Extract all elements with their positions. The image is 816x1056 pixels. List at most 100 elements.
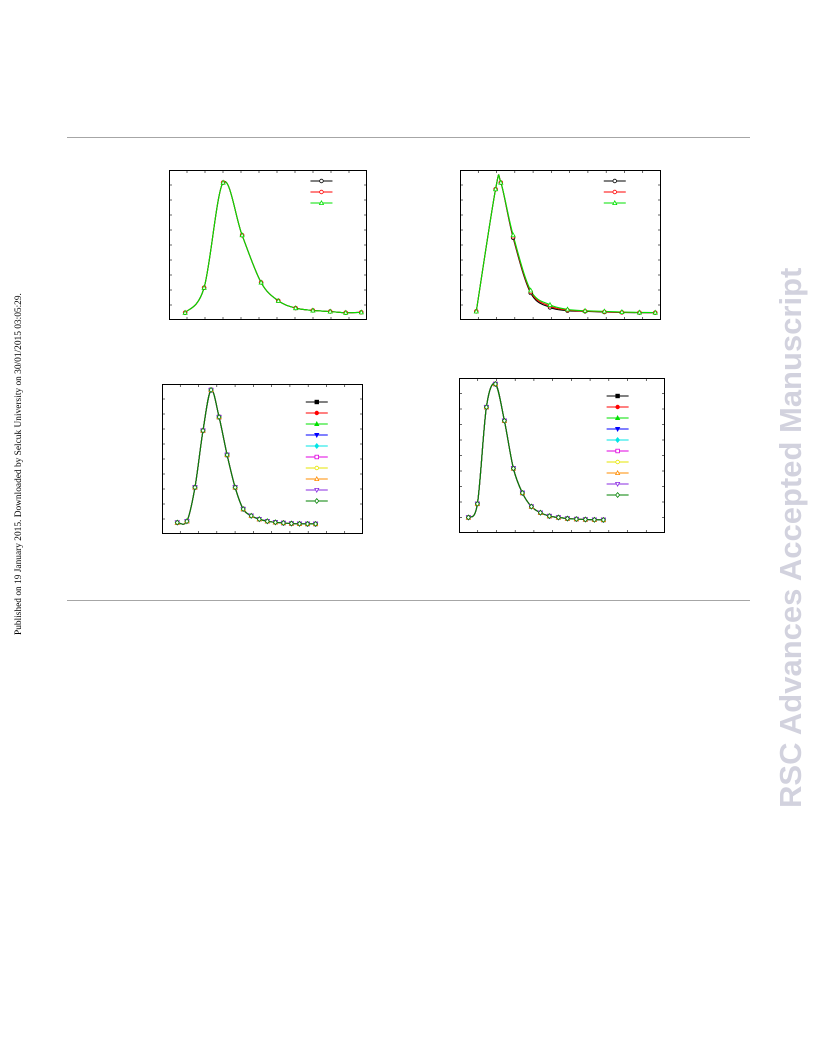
data-point [498,179,504,185]
data-point [314,487,320,494]
data-point [652,309,658,315]
chart-panel-a [169,170,367,320]
data-point [319,189,324,195]
data-point [582,516,588,523]
data-point [201,284,207,290]
series-markers [175,387,318,527]
data-point [232,484,238,491]
legend-entry [305,498,328,504]
legend-entry [606,404,629,410]
data-point [615,404,620,410]
series-line [467,382,604,521]
series-line [467,382,604,521]
plot-frame [169,170,367,320]
plot-frame [162,384,363,534]
series-markers [174,387,319,527]
legend-entry [305,487,328,494]
series-line [467,382,604,521]
data-point [614,414,621,421]
data-point [612,189,617,195]
data-point [239,232,245,238]
data-point [174,519,180,526]
series-line [177,389,316,525]
data-point [224,451,230,458]
data-point [305,520,311,527]
data-point [318,199,325,206]
series-markers [175,387,318,527]
series-line [177,389,316,525]
data-point [564,306,571,312]
data-point [474,500,480,507]
data-point [465,514,471,521]
series-line [467,382,604,521]
series-markers [182,180,364,315]
chart-svg [459,378,665,533]
data-point [528,503,534,510]
data-point [555,514,561,521]
legend-entry [305,475,328,482]
data-point [473,308,479,314]
data-point [573,516,579,523]
data-point [546,513,552,520]
legend-entry [606,469,629,476]
data-point [319,178,324,184]
data-point [314,432,320,439]
legend-entry [606,414,629,421]
journal-watermark: RSC Advances Accepted Manuscript [773,267,808,808]
series-markers [174,386,319,526]
data-point [208,387,214,393]
data-point [220,179,226,185]
data-point [216,414,222,421]
series-markers [174,387,319,527]
legend-entry [305,420,328,427]
legend-entry [305,399,328,405]
legend-entry [310,199,333,206]
legend-entry [606,459,629,465]
series-markers [174,386,319,526]
data-point [600,516,606,523]
legend-entry [606,426,629,433]
legend-entry [603,189,626,195]
series-markers [182,180,364,315]
data-point [256,516,262,523]
data-point [240,506,246,513]
series-markers [174,387,319,527]
data-point [272,519,278,526]
data-point [519,489,525,496]
series-line [177,389,316,525]
series-line [177,389,316,525]
data-point [615,393,620,399]
series-line [467,382,604,521]
legend-entry [305,432,328,439]
plot-frame [460,170,661,320]
data-point [310,307,316,313]
legend-entry [606,481,629,488]
legend-entry [310,189,333,195]
data-point [564,515,570,522]
data-point [182,309,188,315]
data-point [510,465,516,472]
data-point [258,279,264,285]
series-line [177,389,316,525]
plot-frame [459,378,665,533]
legend-entry [603,199,626,206]
series-line [177,389,316,525]
series-line [467,382,604,521]
data-point [612,199,618,206]
data-point [314,465,319,471]
series-markers [474,180,658,315]
download-notice: Published on 19 January 2015. Downloaded… [14,293,24,635]
legend-entry [603,178,626,184]
data-point [547,301,553,307]
data-point [615,459,620,465]
data-point [296,520,302,527]
data-point [314,410,319,416]
data-point [614,481,621,488]
series-markers [175,387,318,527]
data-point [615,492,621,498]
chart-svg [162,384,363,534]
data-point [358,309,364,315]
data-point [615,448,620,454]
chart-panel-d [459,378,665,533]
data-point [314,399,319,405]
